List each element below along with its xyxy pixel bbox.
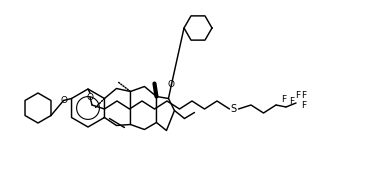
Text: F: F	[301, 100, 307, 109]
Text: O: O	[60, 96, 67, 105]
Text: F: F	[296, 91, 301, 100]
Text: O: O	[168, 80, 175, 89]
Text: O: O	[86, 93, 93, 102]
Text: S: S	[230, 104, 237, 114]
Text: F: F	[289, 96, 294, 105]
Text: F: F	[282, 95, 287, 103]
Text: F: F	[301, 91, 307, 100]
